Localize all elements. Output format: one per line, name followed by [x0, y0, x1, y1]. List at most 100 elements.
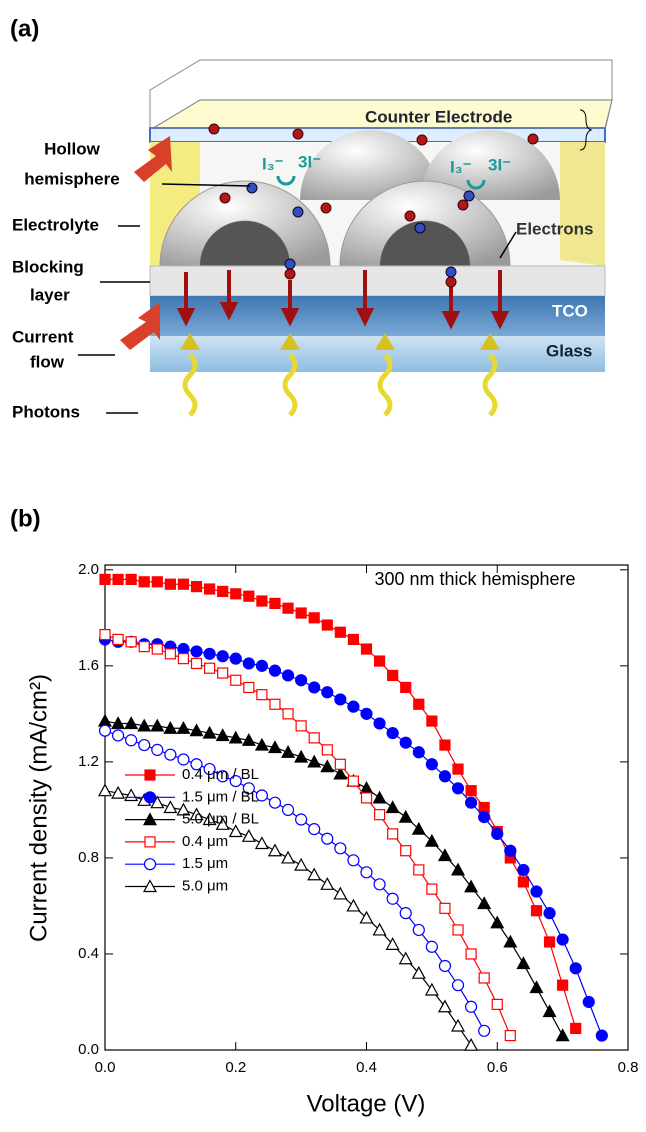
marker [401, 846, 411, 856]
marker [335, 627, 345, 637]
electron [446, 277, 456, 287]
legend-label: 0.4 μm / BL [182, 766, 259, 783]
marker [192, 658, 202, 668]
blocking-layer [150, 266, 605, 296]
legend-marker [145, 859, 156, 870]
marker [283, 603, 293, 613]
marker [231, 675, 241, 685]
marker [308, 869, 320, 880]
marker [348, 855, 359, 866]
marker [362, 644, 372, 654]
marker [217, 651, 228, 662]
marker [387, 893, 398, 904]
marker [244, 591, 254, 601]
marker [296, 814, 307, 825]
marker [192, 582, 202, 592]
marker [492, 828, 503, 839]
marker [283, 670, 294, 681]
marker [439, 1001, 451, 1012]
panel-label: (b) [10, 505, 41, 532]
marker [256, 739, 268, 750]
y-axis-label: Current density (mA/cm²) [25, 674, 52, 942]
legend-marker [145, 792, 156, 803]
marker [570, 963, 581, 974]
y-tick-label: 1.6 [78, 657, 99, 674]
marker [283, 709, 293, 719]
x-tick-label: 0.4 [356, 1059, 377, 1076]
marker [374, 792, 386, 803]
marker [439, 771, 450, 782]
marker [256, 660, 267, 671]
marker [139, 642, 149, 652]
marker [518, 864, 529, 875]
marker [218, 586, 228, 596]
marker [348, 634, 358, 644]
marker [269, 797, 280, 808]
marker [466, 1001, 477, 1012]
marker [309, 682, 320, 693]
marker [427, 884, 437, 894]
marker [99, 785, 111, 796]
marker [113, 574, 123, 584]
marker [348, 701, 359, 712]
marker [164, 802, 176, 813]
marker [387, 802, 399, 813]
marker [571, 1023, 581, 1033]
marker [440, 740, 450, 750]
marker [296, 675, 307, 686]
legend-label: 1.5 μm / BL [182, 788, 259, 805]
panel-label: (a) [10, 15, 39, 42]
label: Electrolyte [12, 215, 99, 234]
electron [220, 193, 230, 203]
marker [270, 699, 280, 709]
electron [285, 269, 295, 279]
marker [479, 803, 489, 813]
marker [478, 898, 490, 909]
legend-label: 5.0 μm / BL [182, 811, 259, 828]
marker [426, 941, 437, 952]
marker [218, 668, 228, 678]
marker [453, 783, 464, 794]
marker [309, 824, 320, 835]
marker [374, 879, 385, 890]
marker [544, 1006, 556, 1017]
electron [209, 124, 219, 134]
marker [152, 744, 163, 755]
dye-molecule [464, 191, 474, 201]
marker [491, 917, 503, 928]
label: TCO [552, 301, 588, 320]
glass-layer [150, 336, 605, 372]
redox-label: 3I⁻ [298, 152, 321, 171]
legend-label: 5.0 μm [182, 877, 228, 894]
marker [374, 718, 385, 729]
marker [100, 725, 111, 736]
marker [335, 694, 346, 705]
y-tick-label: 1.2 [78, 753, 99, 770]
label: layer [30, 285, 70, 304]
marker [413, 747, 424, 758]
marker [100, 574, 110, 584]
marker [558, 980, 568, 990]
marker [139, 577, 149, 587]
electron [405, 211, 415, 221]
label: Hollow [44, 139, 100, 158]
electron [458, 200, 468, 210]
marker [269, 665, 280, 676]
label: Glass [546, 341, 592, 360]
marker [400, 737, 411, 748]
marker [466, 786, 476, 796]
marker [113, 730, 124, 741]
y-tick-label: 2.0 [78, 561, 99, 578]
y-tick-label: 0.8 [78, 849, 99, 866]
marker [388, 829, 398, 839]
marker [322, 745, 332, 755]
marker [362, 793, 372, 803]
marker [139, 740, 150, 751]
marker [309, 613, 319, 623]
marker [505, 1031, 515, 1041]
y-tick-label: 0.0 [78, 1041, 99, 1058]
dye-molecule [285, 259, 295, 269]
label: Electrons [516, 219, 593, 238]
marker [557, 1030, 569, 1041]
label: Blocking [12, 257, 84, 276]
